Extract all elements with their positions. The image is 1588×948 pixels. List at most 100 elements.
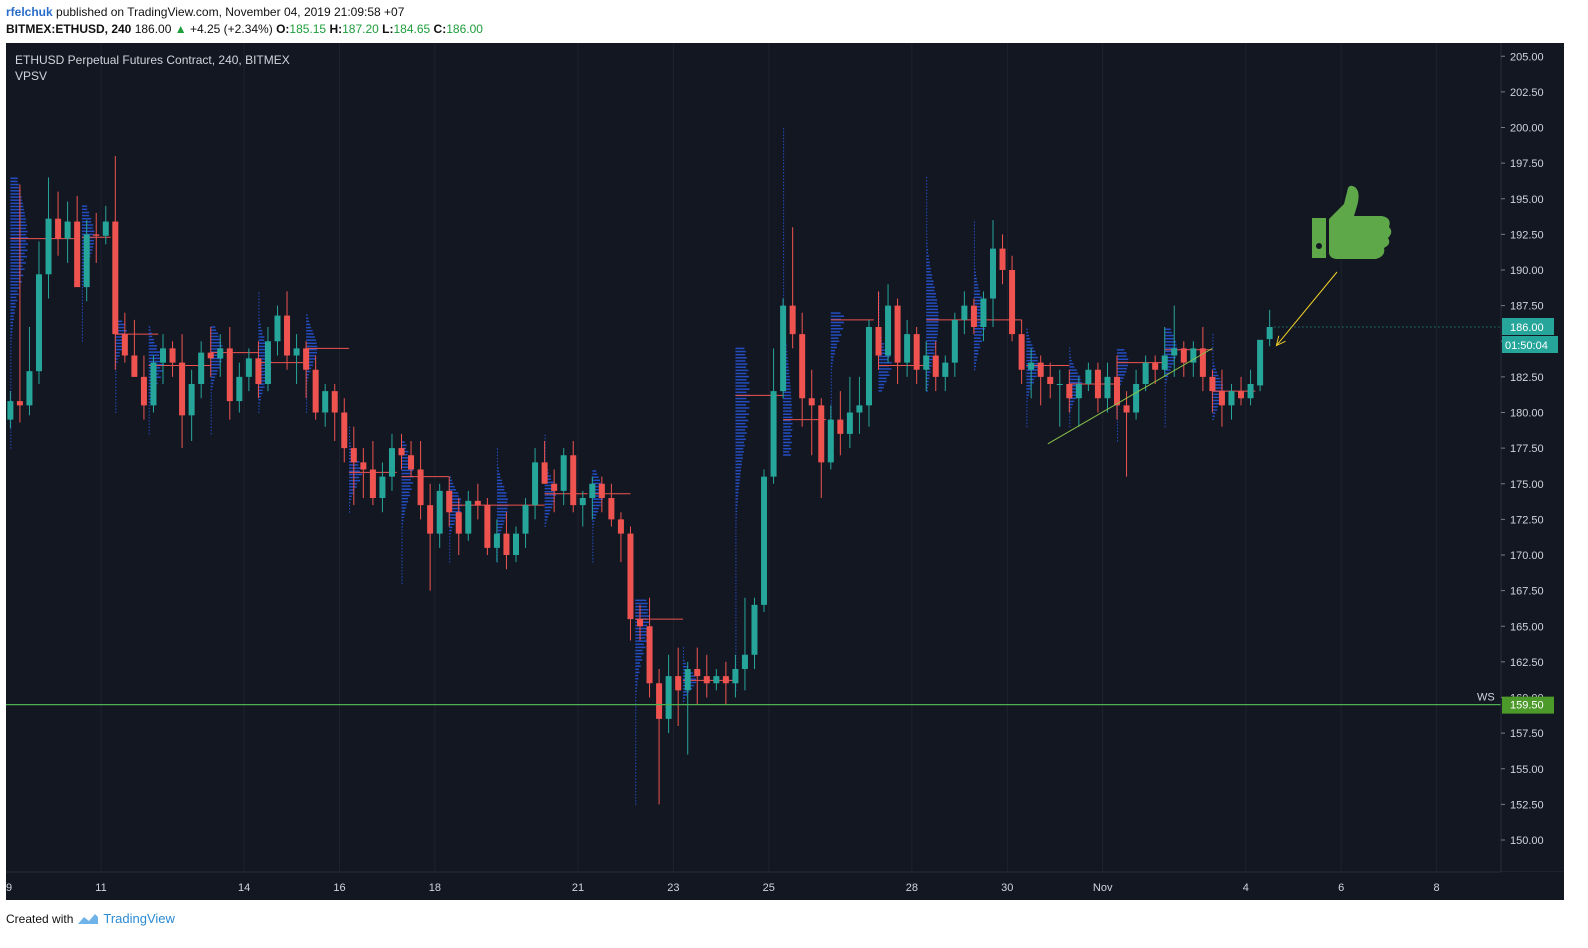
volume-profile-row [10,309,15,311]
volume-profile-row [258,314,260,316]
volume-profile-row [210,329,217,331]
indicator-label[interactable]: VPSV [15,69,47,83]
volume-profile-row [735,573,737,575]
volume-profile-row [1212,412,1216,414]
volume-profile-row [401,457,411,459]
volume-profile-row [635,615,650,617]
x-tick-label: 23 [667,882,679,894]
volume-profile-row [496,526,503,529]
volume-profile-row [735,538,737,541]
volume-profile-row [306,314,308,316]
volume-profile-row [10,240,26,242]
volume-profile-row [1164,410,1166,412]
volume-profile-row [449,520,455,522]
volume-profile-row [10,218,26,220]
candle-body [331,391,338,413]
volume-profile-row [973,306,983,308]
volume-profile-row [735,636,737,638]
volume-profile-row [926,377,930,380]
candle-body [102,221,109,236]
volume-profile-row [1069,422,1071,425]
volume-profile-row [349,426,351,429]
volume-profile-row [401,526,403,528]
volume-profile-row [735,379,747,381]
volume-profile-row [258,373,270,376]
volume-profile-row [10,271,22,274]
volume-profile-row [635,750,637,752]
volume-profile-row [783,369,790,372]
tradingview-brand[interactable]: TradingView [103,911,175,926]
volume-profile-row [115,383,117,385]
volume-profile-row [148,432,150,435]
volume-profile-row [349,489,355,491]
volume-profile-row [735,560,737,563]
volume-profile-row [210,395,212,397]
volume-profile-row [1026,410,1028,412]
volume-profile-row [10,443,12,446]
candle-body [551,483,558,491]
candle-up [160,334,167,384]
volume-profile-row [496,507,508,510]
volume-profile-row [148,335,153,338]
volume-profile-row [635,775,637,777]
volume-profile-row [148,332,152,335]
volume-profile-row [306,370,311,373]
volume-profile-row [735,516,737,519]
volume-profile-row [830,349,836,352]
volume-profile-row [973,293,980,296]
volume-profile-row [926,183,928,185]
candle-up [236,362,243,413]
volume-profile-row [783,128,785,130]
time-axis[interactable] [6,872,1501,900]
x-tick-label: Nov [1093,882,1113,894]
volume-profile-row [401,444,407,447]
volume-profile-row [783,215,785,218]
candle-body [1161,355,1168,370]
change-value: +4.25 (+2.34%) [189,22,273,36]
price-axis[interactable] [1501,43,1564,872]
volume-profile-row [401,491,410,494]
volume-profile-row [10,447,12,449]
high-value: 187.20 [342,22,379,36]
volume-profile-row [10,371,12,374]
volume-profile-row [1164,337,1175,340]
volume-profile-row [783,206,785,209]
candle-body [474,500,481,506]
volume-profile-row [973,284,979,286]
candle-down [474,483,481,520]
volume-profile-row [830,315,845,317]
volume-profile-row [926,227,928,229]
volume-profile-row [1164,341,1177,343]
volume-profile-row [1117,377,1124,379]
volume-profile-row [349,439,351,441]
volume-profile-row [306,361,314,363]
x-tick-label: 14 [238,882,250,894]
volume-profile-row [115,361,118,363]
volume-profile-row [735,585,737,588]
volume-profile-row [258,383,265,385]
candle-down [140,355,147,420]
volume-profile-row [973,302,984,305]
volume-profile [973,221,986,371]
volume-profile-row [258,364,269,366]
volume-profile-row [830,381,832,383]
volume-profile-row [1026,384,1032,387]
footer: Created with TradingView [6,911,175,926]
author-link[interactable]: rfelchuk [6,5,53,19]
volume-profile-row [973,259,975,261]
volume-profile-row [401,529,403,531]
volume-profile-row [115,351,120,354]
candle-body [312,369,319,413]
volume-profile-row [783,284,785,287]
candle-up [589,476,596,520]
volume-profile-row [783,447,792,450]
chart-pane[interactable] [6,43,1501,872]
volume-profile-row [783,190,785,193]
candle-up [512,526,519,563]
volume-profile-row [682,659,685,662]
x-tick-label: 9 [6,882,12,894]
volume-profile-row [115,364,117,366]
candle-body [598,483,605,498]
candle-body [503,533,510,555]
